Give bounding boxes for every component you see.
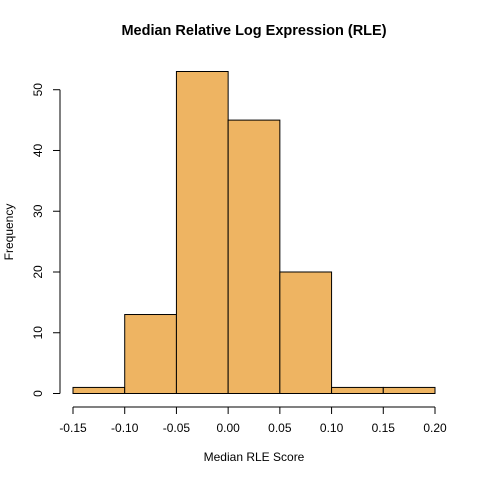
x-tick-label: 0.20 bbox=[423, 421, 447, 435]
x-axis-title: Median RLE Score bbox=[204, 450, 305, 464]
x-tick-label: 0.05 bbox=[268, 421, 292, 435]
y-tick-label: 30 bbox=[31, 204, 45, 218]
x-axis: -0.15 -0.10 -0.05 0.00 0.05 0.10 0.15 0.20 bbox=[59, 406, 447, 435]
histogram-bar bbox=[279, 271, 333, 395]
x-tick-label: 0.00 bbox=[216, 421, 240, 435]
y-axis-title: Frequency bbox=[2, 204, 16, 261]
y-tick-label: 10 bbox=[31, 326, 45, 340]
x-tick-label: -0.15 bbox=[59, 421, 87, 435]
x-tick-label: -0.05 bbox=[163, 421, 191, 435]
y-tick-label: 50 bbox=[31, 83, 45, 97]
y-axis: 0 10 20 30 40 50 bbox=[31, 83, 61, 397]
histogram-bar bbox=[175, 71, 229, 394]
histogram-bar bbox=[382, 386, 436, 395]
histogram-bar bbox=[331, 386, 384, 395]
bars-group bbox=[72, 71, 436, 395]
y-tick-label: 0 bbox=[31, 390, 45, 397]
x-tick-label: 0.10 bbox=[320, 421, 344, 435]
y-tick-label: 20 bbox=[31, 265, 45, 279]
chart-title: Median Relative Log Expression (RLE) bbox=[121, 23, 386, 39]
x-tick-label: 0.15 bbox=[372, 421, 396, 435]
x-tick-label: -0.10 bbox=[111, 421, 139, 435]
y-tick-label: 40 bbox=[31, 143, 45, 157]
histogram-bar bbox=[124, 314, 177, 394]
histogram-bar bbox=[72, 386, 126, 395]
histogram-bar bbox=[227, 119, 281, 395]
